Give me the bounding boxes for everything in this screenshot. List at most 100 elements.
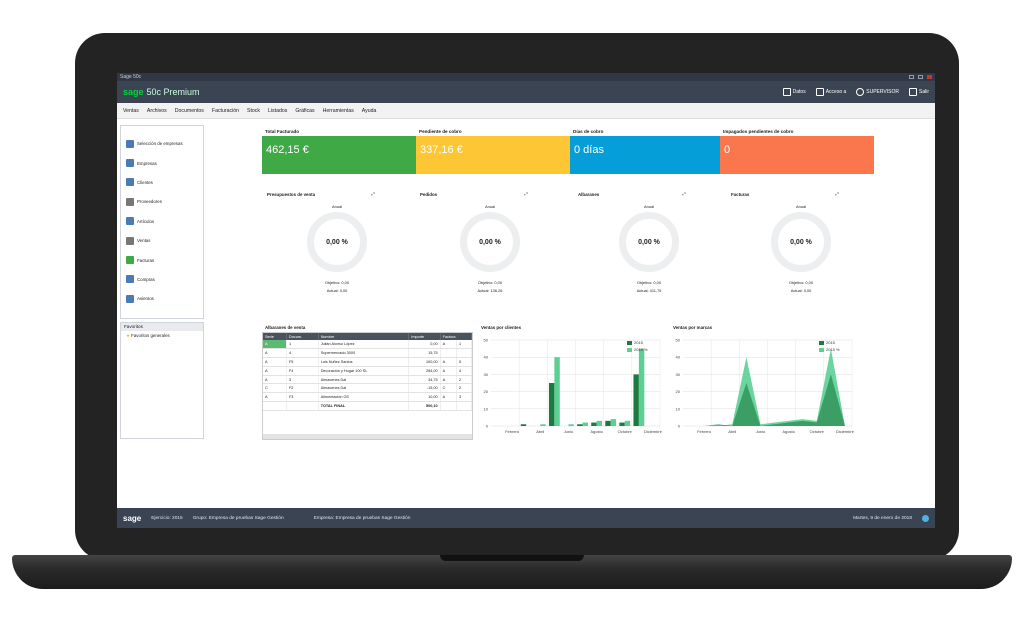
kpi-tile-2[interactable]: 0 días	[570, 136, 724, 174]
nav-item-label: Asientos	[137, 296, 154, 302]
kpi-tile-3[interactable]: 0	[720, 136, 874, 174]
nav-item-5[interactable]: Ventas	[121, 231, 203, 250]
acceso-label: Acceso a	[825, 89, 847, 95]
table-cell: 284,00	[408, 366, 441, 376]
external-link-icon	[815, 88, 824, 96]
menu-item-6[interactable]: Gráficas	[295, 107, 315, 114]
nav-item-label: Compras	[137, 276, 155, 282]
bar	[591, 422, 597, 426]
nav-item-label: Proveedores	[137, 199, 162, 205]
column-header-4[interactable]: Factura	[440, 333, 473, 340]
nav-item-6[interactable]: Facturas	[121, 250, 203, 269]
table-cell: 5	[456, 357, 473, 367]
bar	[619, 422, 625, 426]
table-cell: C	[263, 383, 287, 394]
navigation-panel: Selección de empresas Empresas Clientes Pro…	[120, 125, 204, 319]
building-icon	[126, 159, 134, 168]
bar	[554, 357, 560, 426]
horizontal-scrollbar[interactable]	[263, 434, 472, 439]
table-row[interactable]: TOTAL FINAL 500,10	[263, 401, 473, 411]
table-row[interactable]: A 4 Supermercado 3000 15,75	[263, 348, 473, 359]
acceso-button[interactable]: Acceso a	[815, 88, 847, 96]
logout-button[interactable]: Salir	[908, 88, 929, 96]
kpi-value-2: 0 días	[574, 144, 604, 156]
status-ejercicio: Ejercicio: 2015	[151, 515, 183, 521]
y-tick-label: 20	[676, 389, 681, 394]
nav-item-3[interactable]: Proveedores	[121, 192, 203, 211]
table-row[interactable]: A F3 Alimentación GS 10,00 A 3	[263, 392, 473, 403]
bar	[638, 348, 645, 426]
menu-item-8[interactable]: Ayuda	[361, 107, 377, 114]
menu-item-2[interactable]: Documentos	[174, 107, 204, 114]
invoices-icon	[126, 256, 134, 265]
x-tick-label: Octubre	[810, 429, 825, 434]
x-tick-label: Agosto	[590, 429, 603, 434]
gauge-title-1: Pedidos	[420, 192, 438, 197]
kpi-label-2: Días de cobro	[573, 129, 604, 134]
kpi-value-0: 462,15 €	[266, 144, 309, 156]
nav-item-0[interactable]: Selección de empresas	[121, 134, 203, 153]
status-date: Martes, 9 de enero de 2018	[853, 515, 912, 521]
y-tick-label: 0	[486, 424, 489, 429]
expand-icon[interactable]: ⤢	[835, 191, 839, 196]
expand-icon[interactable]: ⤢	[371, 191, 375, 196]
table-row[interactable]: A F5 Luis Nuñez Santos 100,00 A 5	[263, 357, 473, 367]
favorites-item[interactable]: ★ Favoritos generales	[121, 331, 203, 341]
nav-item-label: Ventas	[137, 238, 151, 244]
table-row[interactable]: A F4 Decoración y Hogar 100 SL 284,00 A 4	[263, 366, 473, 376]
bar	[577, 424, 583, 426]
table-cell: A	[440, 357, 457, 367]
menu-item-1[interactable]: Archivos	[146, 107, 167, 114]
bar	[633, 374, 639, 426]
kpi-tile-0[interactable]: 462,15 €	[262, 136, 416, 174]
gauge-value-2: 0,00 %	[638, 238, 660, 246]
clients-icon	[126, 178, 134, 187]
table-row[interactable]: A 1 Julián Alonso López 0,00 A 1	[263, 340, 473, 350]
table-cell: -15,00	[408, 383, 441, 394]
table-cell: A	[263, 348, 287, 359]
suppliers-icon	[126, 197, 134, 206]
logout-icon	[908, 88, 917, 96]
maximize-button[interactable]	[918, 75, 923, 79]
notification-icon[interactable]	[922, 514, 929, 522]
nav-item-1[interactable]: Empresas	[121, 153, 203, 172]
table-row[interactable]: C F2 Almacenes Dal -15,00 C 2	[263, 383, 473, 394]
laptop-notch	[440, 555, 584, 561]
kpi-tile-1[interactable]: 337,16 €	[416, 136, 570, 174]
table-cell	[456, 348, 473, 359]
menu-item-5[interactable]: Listados	[268, 107, 288, 114]
table-row[interactable]: A 3 Almacenes Dal 34,75 A 2	[263, 375, 473, 385]
favorites-item-label: Favoritos generales	[131, 333, 170, 338]
bar	[624, 420, 631, 426]
table-cell: Almacenes Dal	[318, 375, 410, 385]
menu-item-0[interactable]: Ventas	[123, 107, 139, 114]
column-header-2[interactable]: Nombre	[318, 333, 410, 340]
expand-icon[interactable]: ⤢	[682, 191, 686, 196]
column-header-0[interactable]: Serie	[263, 333, 287, 340]
table-cell	[286, 401, 319, 411]
table-cell: F5	[286, 357, 319, 367]
legend-label: 2015 %	[634, 347, 648, 352]
menu-item-4[interactable]: Stock	[247, 107, 260, 114]
nav-item-7[interactable]: Compras	[121, 270, 203, 289]
close-button[interactable]	[927, 75, 932, 79]
table-cell: A	[263, 366, 287, 376]
y-tick-label: 30	[484, 372, 489, 377]
bar	[605, 420, 611, 426]
datos-button[interactable]: Datos	[782, 88, 806, 96]
kpi-value-1: 337,16 €	[420, 144, 463, 156]
expand-icon[interactable]: ⤢	[524, 191, 528, 196]
table-cell: A	[440, 375, 457, 385]
entries-icon	[126, 294, 134, 303]
user-button[interactable]: SUPERVISOR	[856, 88, 899, 96]
table-cell: Alimentación GS	[318, 392, 410, 403]
column-header-3[interactable]: Importe	[408, 333, 441, 340]
table-cell	[263, 401, 287, 411]
column-header-1[interactable]: Docum.	[286, 333, 319, 340]
nav-item-4[interactable]: Artículos	[121, 212, 203, 231]
nav-item-8[interactable]: Asientos	[121, 289, 203, 308]
nav-item-2[interactable]: Clientes	[121, 173, 203, 192]
minimize-button[interactable]	[909, 75, 914, 79]
menu-item-3[interactable]: Facturación	[211, 107, 240, 114]
menu-item-7[interactable]: Herramientas	[322, 107, 354, 114]
